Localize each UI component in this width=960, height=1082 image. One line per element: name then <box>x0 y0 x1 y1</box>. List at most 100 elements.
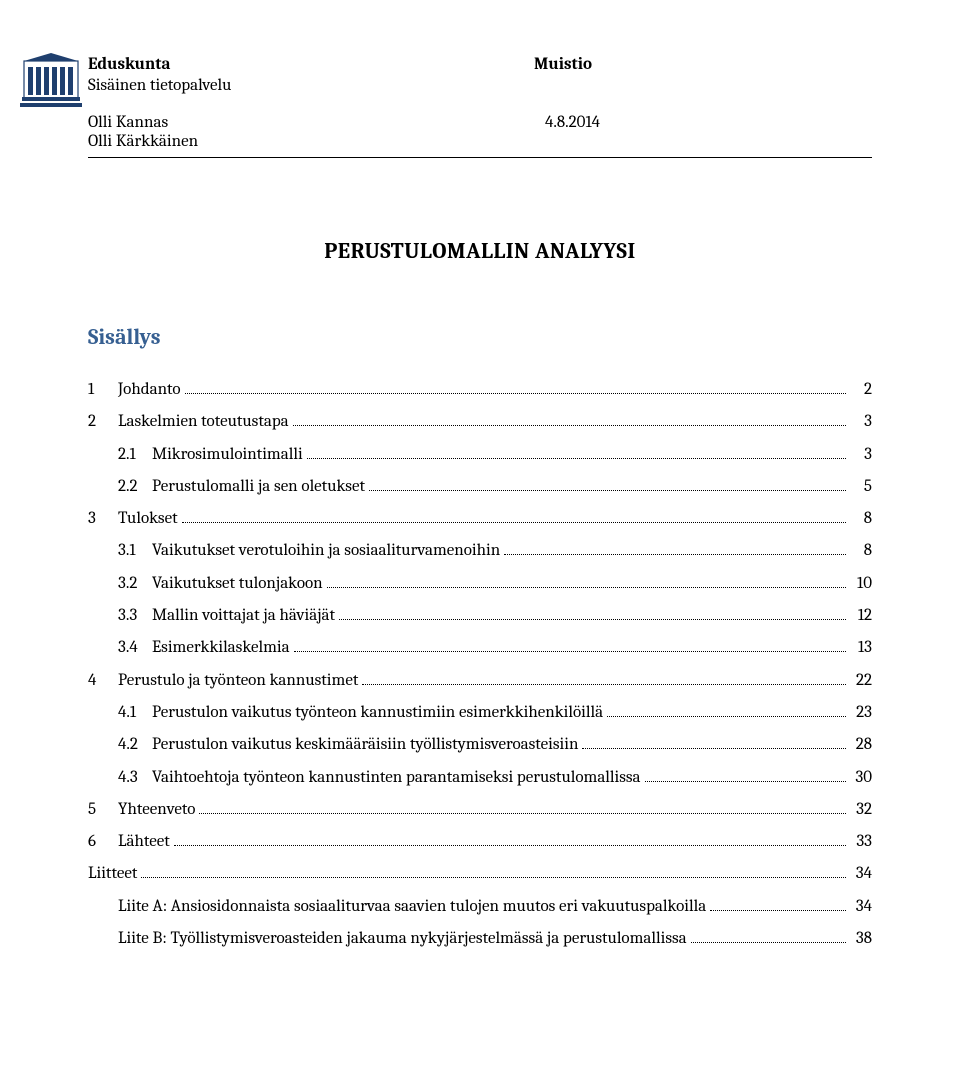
toc-entry-page: 32 <box>850 794 872 826</box>
toc-leader <box>504 554 846 555</box>
toc-entry-text: Yhteenveto <box>118 794 195 826</box>
toc-leader <box>293 425 846 426</box>
toc-leader <box>141 877 846 878</box>
toc-row[interactable]: Liite B: Työllistymisveroasteiden jakaum… <box>88 923 872 955</box>
toc-row[interactable]: 4.1Perustulon vaikutus työnteon kannusti… <box>88 697 872 729</box>
toc-entry-page: 13 <box>850 632 872 664</box>
author-name-2: Olli Kärkkäinen <box>88 132 198 151</box>
toc-entry-number: 2.1 <box>118 439 152 471</box>
toc-entry-number: 5 <box>88 794 118 826</box>
toc-entry-number: 3.2 <box>118 568 152 600</box>
toc-entry-number: 3 <box>88 503 118 535</box>
toc-entry-number: 3.1 <box>118 535 152 567</box>
toc-entry-text: Laskelmien toteutustapa <box>118 406 289 438</box>
toc-entry-text: Mikrosimulointimalli <box>152 439 303 471</box>
parliament-logo-icon <box>20 53 82 111</box>
toc-entry-page: 28 <box>850 729 872 761</box>
toc-row[interactable]: 5Yhteenveto 32 <box>88 794 872 826</box>
toc-row[interactable]: 4.2Perustulon vaikutus keskimääräisiin t… <box>88 729 872 761</box>
toc-row[interactable]: 3Tulokset 8 <box>88 503 872 535</box>
toc-entry-page: 34 <box>850 891 872 923</box>
toc-leader <box>645 781 846 782</box>
toc-entry-number: 3.4 <box>118 632 152 664</box>
toc-leader <box>307 458 846 459</box>
toc-entry-text: Tulokset <box>118 503 178 535</box>
toc-entry-page: 8 <box>850 503 872 535</box>
toc-row[interactable]: 1Johdanto 2 <box>88 374 872 406</box>
toc-leader <box>182 522 846 523</box>
toc-leader <box>369 490 846 491</box>
toc-row[interactable]: 3.4Esimerkkilaskelmia 13 <box>88 632 872 664</box>
toc-entry-text: Perustulo ja työnteon kannustimet <box>118 665 358 697</box>
toc-leader <box>582 748 846 749</box>
toc-entry-number: 1 <box>88 374 118 406</box>
toc-entry-number: 4.1 <box>118 697 152 729</box>
org-name: Eduskunta <box>88 55 170 74</box>
toc-row[interactable]: 3.2Vaikutukset tulonjakoon 10 <box>88 568 872 600</box>
toc-entry-text: Liitteet <box>88 858 137 890</box>
toc-entry-text: Liite A: Ansiosidonnaista sosiaaliturvaa… <box>118 891 706 923</box>
document-title: PERUSTULOMALLIN ANALYYSI <box>88 238 872 264</box>
toc-entry-text: Perustulomalli ja sen oletukset <box>152 471 365 503</box>
toc-entry-page: 30 <box>850 762 872 794</box>
toc-row[interactable]: 2.1Mikrosimulointimalli 3 <box>88 439 872 471</box>
toc-entry-page: 8 <box>850 535 872 567</box>
document-page: Eduskunta Muistio Sisäinen tietopalvelu … <box>0 0 960 1082</box>
toc-entry-page: 10 <box>850 568 872 600</box>
toc-entry-text: Esimerkkilaskelmia <box>152 632 290 664</box>
toc-row[interactable]: 6Lähteet 33 <box>88 826 872 858</box>
toc-entry-text: Vaikutukset verotuloihin ja sosiaaliturv… <box>152 535 500 567</box>
org-subtitle: Sisäinen tietopalvelu <box>88 76 872 95</box>
toc-entry-text: Vaihtoehtoja työnteon kannustinten paran… <box>152 762 641 794</box>
toc-entry-number: 6 <box>88 826 118 858</box>
toc-entry-page: 22 <box>850 665 872 697</box>
toc-leader <box>691 942 846 943</box>
toc-entry-text: Mallin voittajat ja häviäjät <box>152 600 335 632</box>
toc-entry-page: 33 <box>850 826 872 858</box>
toc-leader <box>710 910 846 911</box>
toc-heading: Sisällys <box>88 324 872 350</box>
toc-entry-number: 4.2 <box>118 729 152 761</box>
toc-list: 1Johdanto22Laskelmien toteutustapa32.1Mi… <box>88 374 872 955</box>
toc-row[interactable]: Liitteet 34 <box>88 858 872 890</box>
toc-entry-text: Perustulon vaikutus työnteon kannustimii… <box>152 697 603 729</box>
toc-entry-page: 5 <box>850 471 872 503</box>
toc-entry-number: 2 <box>88 406 118 438</box>
toc-entry-text: Perustulon vaikutus keskimääräisiin työl… <box>152 729 578 761</box>
toc-entry-page: 3 <box>850 406 872 438</box>
toc-leader <box>339 619 846 620</box>
toc-entry-page: 3 <box>850 439 872 471</box>
toc-entry-text: Lähteet <box>118 826 170 858</box>
toc-entry-text: Liite B: Työllistymisveroasteiden jakaum… <box>118 923 687 955</box>
toc-entry-text: Johdanto <box>118 374 181 406</box>
toc-row[interactable]: 3.1Vaikutukset verotuloihin ja sosiaalit… <box>88 535 872 567</box>
toc-entry-page: 38 <box>850 923 872 955</box>
toc-entry-number: 3.3 <box>118 600 152 632</box>
toc-leader <box>362 684 846 685</box>
toc-row[interactable]: 4.3Vaihtoehtoja työnteon kannustinten pa… <box>88 762 872 794</box>
header-divider <box>88 157 872 158</box>
document-date: 4.8.2014 <box>545 113 600 151</box>
toc-entry-number: 4 <box>88 665 118 697</box>
toc-entry-text: Vaikutukset tulonjakoon <box>152 568 323 600</box>
toc-leader <box>327 587 846 588</box>
toc-entry-number: 2.2 <box>118 471 152 503</box>
author-name-1: Olli Kannas <box>88 113 198 132</box>
toc-entry-number: 4.3 <box>118 762 152 794</box>
toc-leader <box>294 651 846 652</box>
toc-row[interactable]: 2Laskelmien toteutustapa 3 <box>88 406 872 438</box>
toc-leader <box>174 845 846 846</box>
toc-row[interactable]: 4Perustulo ja työnteon kannustimet 22 <box>88 665 872 697</box>
toc-leader <box>607 716 846 717</box>
toc-row[interactable]: 2.2Perustulomalli ja sen oletukset 5 <box>88 471 872 503</box>
toc-row[interactable]: Liite A: Ansiosidonnaista sosiaaliturvaa… <box>88 891 872 923</box>
document-header: Eduskunta Muistio Sisäinen tietopalvelu … <box>88 55 872 158</box>
toc-entry-page: 23 <box>850 697 872 729</box>
doc-type: Muistio <box>534 55 592 74</box>
toc-entry-page: 2 <box>850 374 872 406</box>
toc-entry-page: 12 <box>850 600 872 632</box>
toc-leader <box>199 813 846 814</box>
toc-entry-page: 34 <box>850 858 872 890</box>
toc-row[interactable]: 3.3Mallin voittajat ja häviäjät 12 <box>88 600 872 632</box>
toc-leader <box>185 393 846 394</box>
